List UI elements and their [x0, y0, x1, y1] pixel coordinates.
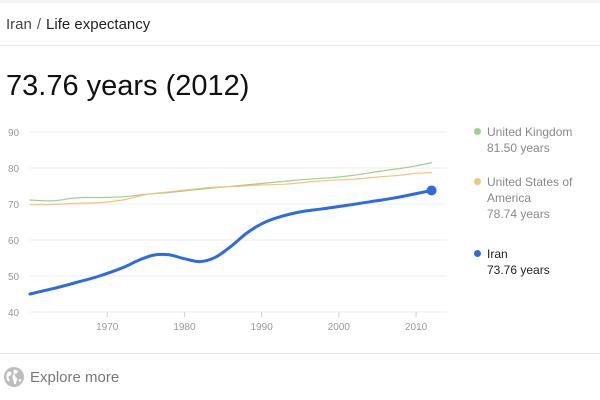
legend-swatch-united-kingdom	[474, 128, 481, 135]
series-line-iran	[28, 189, 434, 296]
explore-more-link[interactable]: Explore more	[3, 365, 119, 389]
header-divider	[0, 45, 600, 46]
y-tick-label: 40	[8, 308, 20, 319]
y-tick-label: 90	[8, 128, 20, 139]
breadcrumb-topic: Life expectancy	[46, 16, 151, 33]
x-tick-label: 1980	[173, 322, 196, 333]
legend-name: Iran	[487, 247, 508, 261]
line-chart: 40 50 60 70 80 90 1970 1980 1990 2000 2010	[8, 128, 447, 333]
y-tick-label: 60	[8, 236, 20, 247]
footer-divider	[0, 353, 600, 354]
series-line-united-states-of-america	[29, 171, 433, 206]
x-tick-label: 2010	[405, 322, 428, 333]
y-tick-label: 70	[8, 200, 20, 211]
legend-name: United States of America	[487, 175, 573, 205]
chart-legend: United Kingdom 81.50 years United States…	[474, 124, 598, 278]
legend-value: 73.76 years	[487, 263, 550, 277]
legend-item-united-states[interactable]: United States of America 78.74 years	[474, 174, 598, 222]
top-rule	[0, 0, 600, 3]
breadcrumb: Iran / Life expectancy	[6, 16, 150, 33]
legend-name: United Kingdom	[487, 125, 573, 139]
legend-swatch-iran	[474, 250, 481, 257]
legend-item-iran[interactable]: Iran 73.76 years	[474, 246, 598, 278]
series-endpoint-iran	[426, 185, 437, 196]
legend-value: 81.50 years	[487, 141, 550, 155]
breadcrumb-separator: /	[36, 16, 42, 33]
series-line-united-kingdom	[29, 162, 433, 202]
legend-item-united-kingdom[interactable]: United Kingdom 81.50 years	[474, 124, 598, 156]
legend-swatch-united-states	[474, 178, 481, 185]
legend-value: 78.74 years	[487, 207, 550, 221]
x-tick-label: 1970	[96, 322, 119, 333]
breadcrumb-country[interactable]: Iran	[6, 16, 32, 33]
explore-more-label: Explore more	[30, 368, 120, 386]
x-tick-label: 1990	[251, 322, 274, 333]
x-tick-label: 2000	[328, 322, 351, 333]
globe-icon	[4, 367, 24, 387]
headline-value: 73.76 years (2012)	[6, 70, 250, 102]
y-tick-label: 50	[8, 272, 20, 283]
y-tick-label: 80	[8, 164, 20, 175]
